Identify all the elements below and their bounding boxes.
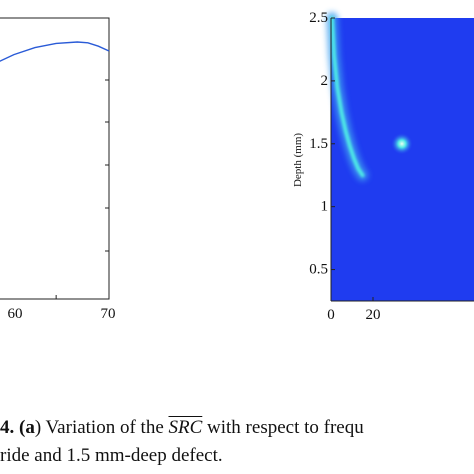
y-tick-label-0.5: 0.5 (309, 262, 328, 278)
y-tick-label-2.5: 2.5 (309, 10, 328, 26)
y-axis-label: Depth (mm) (292, 133, 304, 187)
plot-frame-a (0, 17, 110, 300)
y-tick-label-2: 2 (321, 73, 329, 89)
caption-mid: ) Variation of the (34, 417, 169, 438)
heatmap-hotspot (390, 132, 413, 155)
ridge-core (330, 16, 365, 178)
caption-line-2: ride and 1.5 mm-deep defect. (0, 445, 223, 466)
figure-caption: 4. (a) Variation of the SRC with respect… (0, 414, 474, 470)
heatmap-chart-b: 2.5 2 1.5 1 0.5 0 20 Depth (mm) (292, 10, 474, 323)
caption-prefix: 4. ( (0, 417, 26, 438)
caption-line-1: 4. (a) Variation of the SRC with respect… (0, 414, 474, 442)
caption-symbol: SRC (168, 417, 203, 438)
x-tick-label-70: 70 (101, 306, 116, 322)
x-tick-label-60: 60 (8, 306, 23, 322)
x-tick-label-0: 0 (327, 307, 335, 323)
y-tick-label-1.5: 1.5 (309, 136, 328, 152)
series-line (0, 41, 110, 62)
heatmap-ridge (326, 12, 369, 182)
line-chart-a: 60 70 (0, 17, 116, 322)
caption-letter: a (25, 417, 35, 438)
caption-rest: with respect to frequ (202, 417, 364, 438)
x-tick-label-20: 20 (366, 307, 381, 323)
y-tick-label-1: 1 (321, 199, 329, 215)
